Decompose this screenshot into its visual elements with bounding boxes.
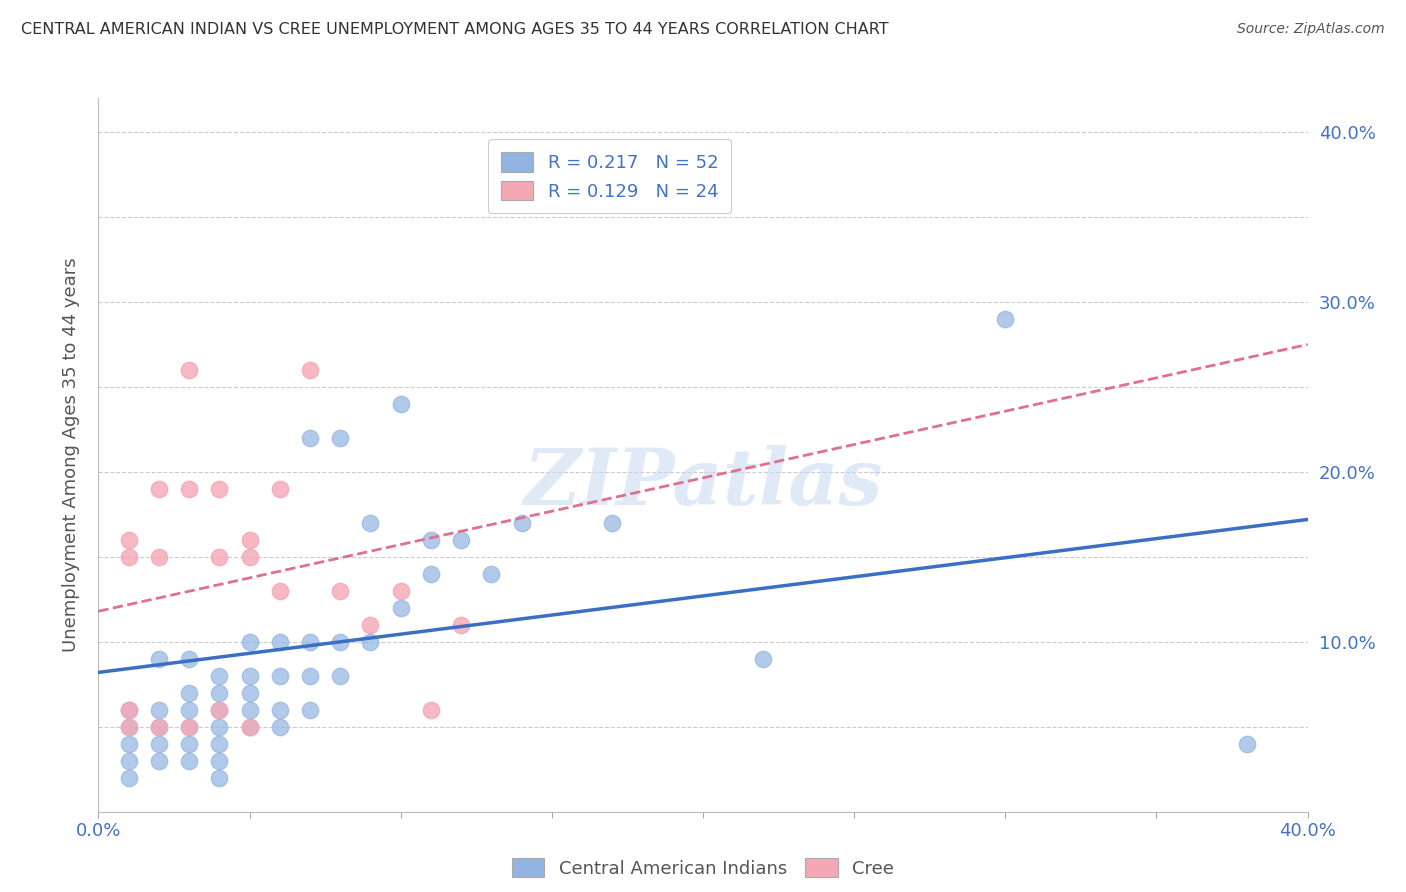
Point	[179, 754, 201, 768]
Point	[208, 737, 231, 751]
Text: ZIPatlas: ZIPatlas	[523, 445, 883, 522]
Point	[208, 771, 231, 785]
Point	[329, 431, 352, 445]
Point	[299, 635, 322, 649]
Point	[299, 669, 322, 683]
Point	[239, 686, 262, 700]
Point	[148, 549, 170, 564]
Point	[179, 363, 201, 377]
Point	[269, 703, 291, 717]
Point	[179, 703, 201, 717]
Point	[208, 754, 231, 768]
Point	[239, 533, 262, 547]
Point	[299, 703, 322, 717]
Point	[148, 720, 170, 734]
Point	[118, 549, 141, 564]
Point	[148, 737, 170, 751]
Point	[389, 583, 412, 598]
Point	[269, 720, 291, 734]
Point	[179, 686, 201, 700]
Point	[269, 583, 291, 598]
Point	[329, 583, 352, 598]
Point	[148, 652, 170, 666]
Point	[239, 720, 262, 734]
Point	[179, 737, 201, 751]
Point	[179, 652, 201, 666]
Point	[148, 720, 170, 734]
Point	[239, 635, 262, 649]
Point	[118, 771, 141, 785]
Point	[239, 669, 262, 683]
Point	[360, 516, 382, 530]
Point	[510, 516, 533, 530]
Point	[179, 720, 201, 734]
Point	[118, 703, 141, 717]
Legend: Central American Indians, Cree: Central American Indians, Cree	[505, 850, 901, 885]
Point	[299, 363, 322, 377]
Point	[148, 703, 170, 717]
Point	[208, 720, 231, 734]
Point	[179, 482, 201, 496]
Point	[752, 652, 775, 666]
Point	[269, 669, 291, 683]
Point	[481, 566, 503, 581]
Point	[208, 686, 231, 700]
Point	[299, 431, 322, 445]
Point	[118, 720, 141, 734]
Point	[239, 703, 262, 717]
Point	[269, 635, 291, 649]
Point	[602, 516, 624, 530]
Point	[420, 703, 443, 717]
Point	[118, 754, 141, 768]
Point	[208, 703, 231, 717]
Point	[420, 533, 443, 547]
Point	[118, 533, 141, 547]
Point	[329, 635, 352, 649]
Point	[208, 703, 231, 717]
Point	[450, 617, 472, 632]
Point	[148, 754, 170, 768]
Point	[148, 482, 170, 496]
Point	[208, 549, 231, 564]
Point	[420, 566, 443, 581]
Point	[208, 669, 231, 683]
Point	[118, 720, 141, 734]
Point	[179, 720, 201, 734]
Point	[329, 669, 352, 683]
Point	[994, 312, 1017, 326]
Point	[360, 617, 382, 632]
Point	[208, 482, 231, 496]
Point	[118, 703, 141, 717]
Text: CENTRAL AMERICAN INDIAN VS CREE UNEMPLOYMENT AMONG AGES 35 TO 44 YEARS CORRELATI: CENTRAL AMERICAN INDIAN VS CREE UNEMPLOY…	[21, 22, 889, 37]
Text: Source: ZipAtlas.com: Source: ZipAtlas.com	[1237, 22, 1385, 37]
Point	[118, 737, 141, 751]
Point	[1236, 737, 1258, 751]
Point	[239, 720, 262, 734]
Point	[269, 482, 291, 496]
Point	[389, 397, 412, 411]
Y-axis label: Unemployment Among Ages 35 to 44 years: Unemployment Among Ages 35 to 44 years	[62, 258, 80, 652]
Point	[450, 533, 472, 547]
Point	[389, 600, 412, 615]
Point	[360, 635, 382, 649]
Point	[239, 549, 262, 564]
